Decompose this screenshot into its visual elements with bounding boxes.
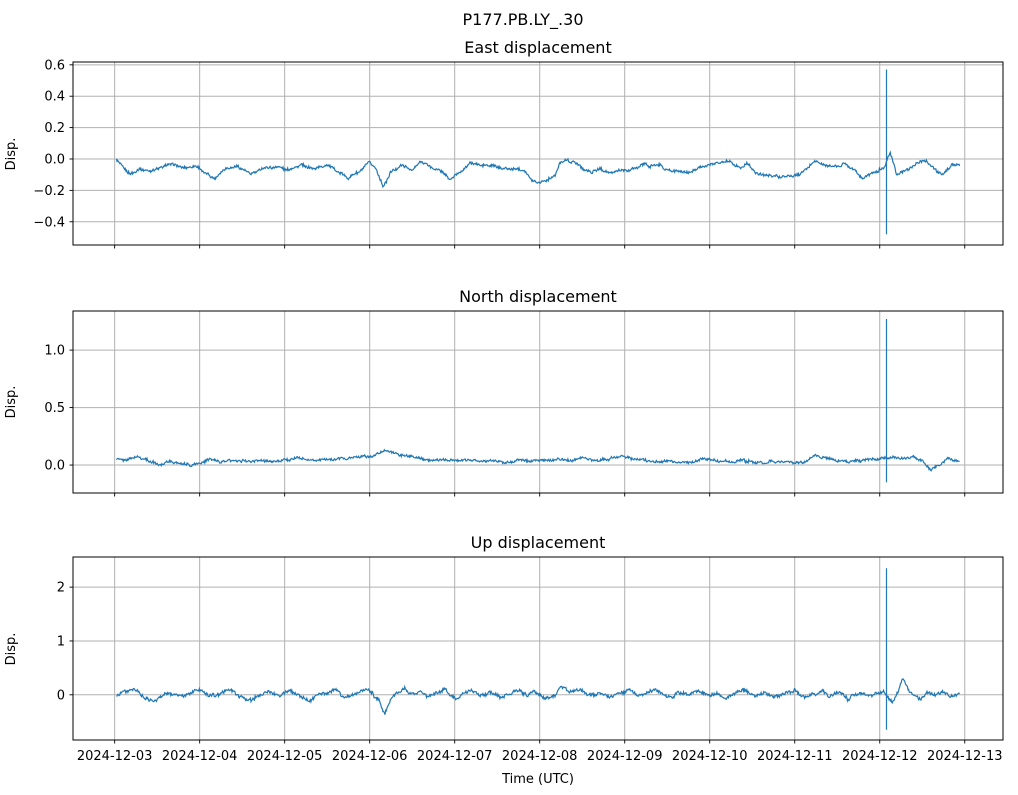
- x-tick-label: 2024-12-09: [587, 749, 663, 764]
- x-tick-label: 2024-12-13: [927, 749, 1003, 764]
- y-tick-label: −0.2: [33, 184, 65, 199]
- y-tick-label: −0.4: [33, 215, 65, 230]
- x-tick-label: 2024-12-11: [757, 749, 833, 764]
- y-tick-label: 1: [57, 634, 65, 649]
- plots-layer: −0.4 −0.2 0.0 0.2 0.4 0.6 0.0 0.5 1.0 0 1 2 2024-12-…: [33, 58, 1004, 764]
- x-tick-label: 2024-12-06: [332, 749, 408, 764]
- x-axis-label: Time (UTC): [501, 772, 574, 787]
- y-tick-label: 1.0: [44, 344, 65, 359]
- axes-border-up: [72, 556, 1004, 741]
- y-tick-label: 0.0: [44, 459, 65, 474]
- y-tick-label: 0.0: [44, 152, 65, 167]
- axes-border-north: [72, 310, 1004, 494]
- y-tick-label: 0.5: [44, 401, 65, 416]
- east-series-line: [115, 69, 961, 235]
- y-axis-label-east: Disp.: [4, 138, 19, 171]
- x-tick-label: 2024-12-07: [417, 749, 493, 764]
- subplot-title-east: East displacement: [464, 38, 611, 57]
- figure-title: P177.PB.LY_.30: [463, 10, 584, 30]
- up-series-line: [116, 568, 961, 730]
- x-tick-label: 2024-12-08: [502, 749, 578, 764]
- y-tick-label: 0: [57, 688, 65, 703]
- x-tick-label: 2024-12-03: [77, 749, 153, 764]
- subplot-title-north: North displacement: [459, 287, 617, 306]
- y-axis-label-north: Disp.: [4, 386, 19, 419]
- y-axis-label-up: Disp.: [4, 633, 19, 666]
- y-tick-label: 0.4: [44, 90, 65, 105]
- y-tick-label: 0.2: [44, 121, 65, 136]
- x-tick-label: 2024-12-12: [842, 749, 918, 764]
- x-tick-label: 2024-12-05: [247, 749, 323, 764]
- subplot-title-up: Up displacement: [471, 533, 606, 552]
- y-tick-label: 0.6: [44, 58, 65, 73]
- x-tick-label: 2024-12-10: [672, 749, 748, 764]
- y-tick-label: 2: [57, 581, 65, 596]
- axes-border-east: [72, 61, 1004, 246]
- north-series-line: [115, 319, 960, 483]
- x-tick-label: 2024-12-04: [162, 749, 238, 764]
